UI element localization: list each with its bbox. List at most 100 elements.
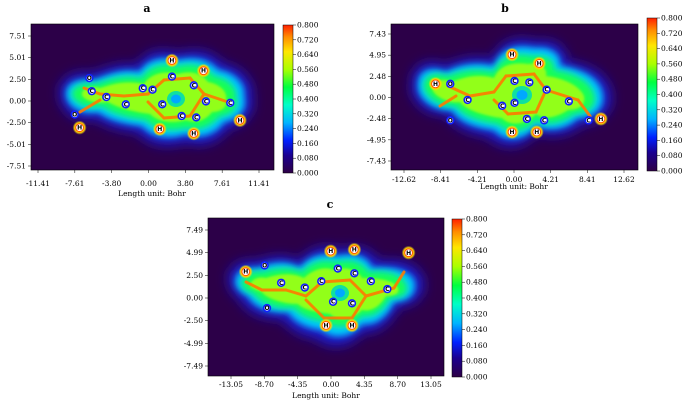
atom-core (597, 115, 605, 123)
atom-core (236, 116, 244, 124)
atom-c: C (192, 113, 201, 122)
atom-c: C (539, 116, 549, 125)
atom-core (278, 280, 284, 286)
colorbar-tick-label: 0.320 (661, 105, 683, 114)
x-axis-label: Length unit: Bohr (292, 391, 360, 400)
atom-c: C (366, 277, 376, 286)
colorbar-tick-label: 0.000 (466, 373, 488, 382)
y-tick-label: 2.50 (186, 271, 203, 280)
colorbar-tick-label: 0.160 (661, 136, 683, 145)
atom-label: H (328, 248, 333, 255)
atom-label: C (500, 103, 505, 110)
atom-core (508, 128, 516, 136)
atom-c: C (510, 76, 519, 86)
colorbar-tick-label: 0.800 (297, 21, 319, 30)
y-tick-label: -4.99 (184, 339, 203, 348)
atom-core (89, 88, 95, 94)
atom-labels: H H H O H C C C C C C C O C C H H (238, 242, 416, 333)
y-tick-label: 7.49 (186, 226, 203, 235)
atom-label: C (160, 101, 165, 108)
atom-label: C (228, 100, 233, 107)
x-tick-label: 11.41 (248, 179, 269, 188)
atom-core (586, 117, 592, 123)
atom-label: C (350, 300, 355, 307)
atom-label: C (319, 278, 324, 285)
atom-core (526, 79, 532, 85)
atom-core (335, 265, 341, 272)
y-tick-label: -2.48 (367, 114, 386, 123)
atom-label: C (194, 114, 199, 121)
colorbar (646, 17, 658, 172)
atom-core (351, 270, 357, 276)
atom-core (227, 100, 233, 106)
atom-core (447, 81, 453, 87)
atom-c: C (158, 100, 167, 109)
atom-h: H (164, 53, 179, 68)
atom-core (348, 322, 356, 329)
y-tick-label: -7.51 (7, 162, 26, 171)
atom-label: C (141, 85, 146, 92)
atom-c: C (510, 98, 519, 108)
colorbar-tick-label: 0.080 (661, 151, 683, 160)
colorbar-tick-label: 0.080 (297, 154, 319, 163)
atom-label: H (598, 116, 603, 123)
atom-c: C (564, 97, 574, 106)
atom-label: C (150, 87, 155, 94)
atom-o: O (446, 79, 455, 89)
colorbar-tick-label: 0.000 (661, 167, 683, 176)
colorbar-tick-label: 0.480 (297, 80, 319, 89)
panel-letter: a (143, 2, 150, 15)
atom-c: C (350, 269, 359, 278)
atom-label: C (542, 117, 547, 124)
y-tick-label: 7.51 (9, 32, 26, 41)
atom-core (140, 85, 146, 91)
x-tick-label: -4.21 (468, 175, 487, 184)
atom-label: C (104, 94, 109, 101)
atom-label: C (567, 98, 572, 105)
atom-core (103, 94, 109, 100)
colorbar-tick-label: 0.560 (297, 65, 319, 74)
atom-label: C (512, 100, 517, 107)
atom-label: C (170, 74, 175, 81)
atom-c: C (328, 297, 338, 306)
map-frame (390, 23, 639, 171)
atom-h: H (344, 318, 359, 333)
x-tick-label: 4.21 (542, 175, 559, 184)
x-tick-label: 12.62 (613, 175, 635, 184)
atom-h: H (323, 244, 338, 259)
atom-core (384, 286, 390, 292)
atom-label: C (331, 299, 336, 306)
atom-label: H (510, 52, 515, 59)
x-tick-label: -3.80 (102, 179, 121, 188)
atom-label: C (369, 278, 374, 285)
panel-letter: b (501, 2, 509, 15)
atom-core (86, 75, 92, 81)
x-axis-label: Length unit: Bohr (118, 189, 186, 198)
colorbar-tick-label: 0.480 (661, 75, 683, 84)
atom-label: O (264, 305, 269, 312)
atom-label: H (349, 322, 354, 329)
atom-core (193, 114, 199, 121)
atom-label: C (192, 82, 197, 89)
atom-label: O (448, 81, 453, 88)
y-tick-label: 2.48 (369, 72, 386, 81)
atom-label: H (77, 125, 82, 132)
atom-c: C (522, 114, 532, 124)
colorbar-tick-label: 0.240 (661, 121, 683, 130)
atom-h: H (347, 242, 362, 257)
atom-h: H (401, 245, 416, 260)
atom-h: H (505, 47, 520, 62)
atom-c: C (497, 101, 507, 110)
x-tick-label: 7.61 (214, 179, 231, 188)
atom-c: C (463, 95, 472, 105)
colorbar-tick-label: 0.240 (297, 124, 319, 133)
atom-core (533, 128, 541, 136)
atom-h: H (532, 56, 547, 71)
colorbar-tick-label: 0.400 (661, 90, 683, 99)
atom-core (168, 57, 176, 64)
atom-c: C (138, 84, 147, 93)
atom-core (405, 249, 412, 257)
atom-core (123, 101, 129, 107)
